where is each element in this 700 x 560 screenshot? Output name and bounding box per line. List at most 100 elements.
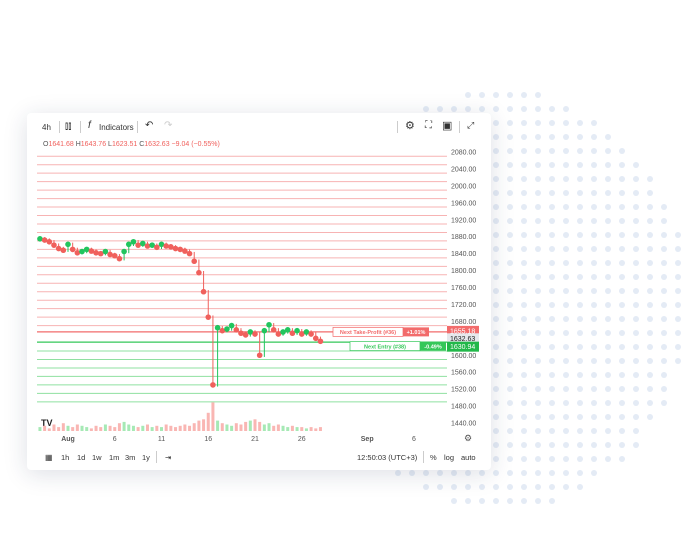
bg-dot xyxy=(507,372,513,378)
bg-dot xyxy=(563,330,569,336)
bg-dot xyxy=(493,428,499,434)
bg-dot xyxy=(633,372,639,378)
bg-dot xyxy=(577,302,583,308)
bg-dot xyxy=(619,162,625,168)
bg-dot xyxy=(633,218,639,224)
log-toggle[interactable]: log xyxy=(444,453,455,462)
redo-icon[interactable]: ↷ xyxy=(164,120,173,131)
candle-point xyxy=(79,248,85,255)
bg-dot xyxy=(661,358,667,364)
bg-dot xyxy=(549,316,555,322)
bg-dot xyxy=(661,218,667,224)
bg-dot xyxy=(549,428,555,434)
clock-time[interactable]: 12:50:03 (UTC+3) xyxy=(357,453,418,462)
bg-dot xyxy=(563,204,569,210)
bg-dot xyxy=(493,400,499,406)
bg-dot xyxy=(493,190,499,196)
bg-dot xyxy=(591,120,597,126)
bg-dot xyxy=(521,134,527,140)
volume-bar xyxy=(141,425,145,431)
volume-bar xyxy=(276,424,280,431)
bg-dot xyxy=(493,232,499,238)
bg-dot xyxy=(647,176,653,182)
bg-dot xyxy=(633,330,639,336)
bg-dot xyxy=(619,302,625,308)
range-1w[interactable]: 1w xyxy=(92,453,102,462)
bg-dot xyxy=(507,176,513,182)
bg-dot xyxy=(507,162,513,168)
bg-dot xyxy=(507,148,513,154)
candle-point xyxy=(284,327,291,333)
candles-icon[interactable]: ⫾⫾ xyxy=(65,121,72,132)
y-tick-label: 2000.00 xyxy=(451,183,476,190)
bg-dot xyxy=(675,246,681,252)
bg-dot xyxy=(661,302,667,308)
bg-dot xyxy=(521,92,527,98)
bg-dot xyxy=(535,246,541,252)
bg-dot xyxy=(619,204,625,210)
candle-point xyxy=(261,327,268,334)
bg-dot xyxy=(549,400,555,406)
bg-dot xyxy=(605,288,611,294)
range-1m[interactable]: 1m xyxy=(109,453,120,462)
candle-point xyxy=(149,242,155,248)
volume-bar xyxy=(314,428,318,431)
expand-icon[interactable]: ⤢ xyxy=(467,120,475,130)
percent-toggle[interactable]: % xyxy=(430,453,437,462)
bg-dot xyxy=(423,106,429,112)
bg-dot xyxy=(493,372,499,378)
bg-dot xyxy=(465,484,471,490)
bg-dot xyxy=(521,190,527,196)
bg-dot xyxy=(577,330,583,336)
volume-bar xyxy=(206,412,210,431)
goto-date-icon[interactable]: ⇥ xyxy=(165,453,172,462)
volume-bar xyxy=(304,428,308,431)
camera-icon[interactable]: ▣ xyxy=(442,120,453,132)
price-chart[interactable]: 2080.00 2040.00 2000.00 1960.00 1920.00 1880.… xyxy=(27,113,491,443)
bg-dot xyxy=(577,134,583,140)
candle-point xyxy=(289,330,296,337)
bg-dot xyxy=(549,344,555,350)
y-tick-label: 1920.00 xyxy=(451,217,476,224)
bg-dot xyxy=(535,204,541,210)
indicators-button[interactable]: Indicators xyxy=(99,123,134,132)
bg-dot xyxy=(535,190,541,196)
range-1d[interactable]: 1d xyxy=(77,453,86,462)
bg-dot xyxy=(633,260,639,266)
bg-dot xyxy=(493,120,499,126)
fullscreen-icon[interactable]: ⛶ xyxy=(425,120,432,131)
bg-dot xyxy=(521,148,527,154)
date-range-icon[interactable]: ▦ xyxy=(45,453,53,462)
range-1h[interactable]: 1h xyxy=(61,453,70,462)
bg-dot xyxy=(591,400,597,406)
volume-bar xyxy=(192,423,196,431)
bg-dot xyxy=(493,470,499,476)
auto-toggle[interactable]: auto xyxy=(461,453,476,462)
range-1y[interactable]: 1y xyxy=(142,453,150,462)
y-tick-label: 2080.00 xyxy=(451,150,476,157)
bg-dot xyxy=(521,232,527,238)
volume-bar xyxy=(286,427,290,431)
bg-dot xyxy=(661,344,667,350)
undo-icon[interactable]: ↶ xyxy=(145,120,154,131)
candle-point xyxy=(252,331,258,337)
bg-dot xyxy=(577,456,583,462)
bg-dot xyxy=(535,274,541,280)
bg-dot xyxy=(535,414,541,420)
volume-bar xyxy=(183,424,187,431)
candle-point xyxy=(280,329,286,335)
candle-point xyxy=(238,330,244,337)
candle-point xyxy=(177,246,183,253)
interval-button[interactable]: 4h xyxy=(42,123,51,132)
bg-dot xyxy=(633,400,639,406)
bg-dot xyxy=(605,274,611,280)
bg-dot xyxy=(563,162,569,168)
chart-widget: 4h ⫾⫾ f Indicators ↶ ↷ ⚙ ⛶ ▣ ⤢ O1641.68 … xyxy=(27,113,491,470)
y-tick-label: 1960.00 xyxy=(451,200,476,207)
candle-point xyxy=(60,247,67,254)
gear-icon[interactable]: ⚙ xyxy=(405,120,415,132)
bg-dot xyxy=(395,470,401,476)
range-3m[interactable]: 3m xyxy=(125,453,136,462)
take-profit-price-tag-box xyxy=(447,325,479,336)
fx-icon[interactable]: f xyxy=(88,120,91,131)
